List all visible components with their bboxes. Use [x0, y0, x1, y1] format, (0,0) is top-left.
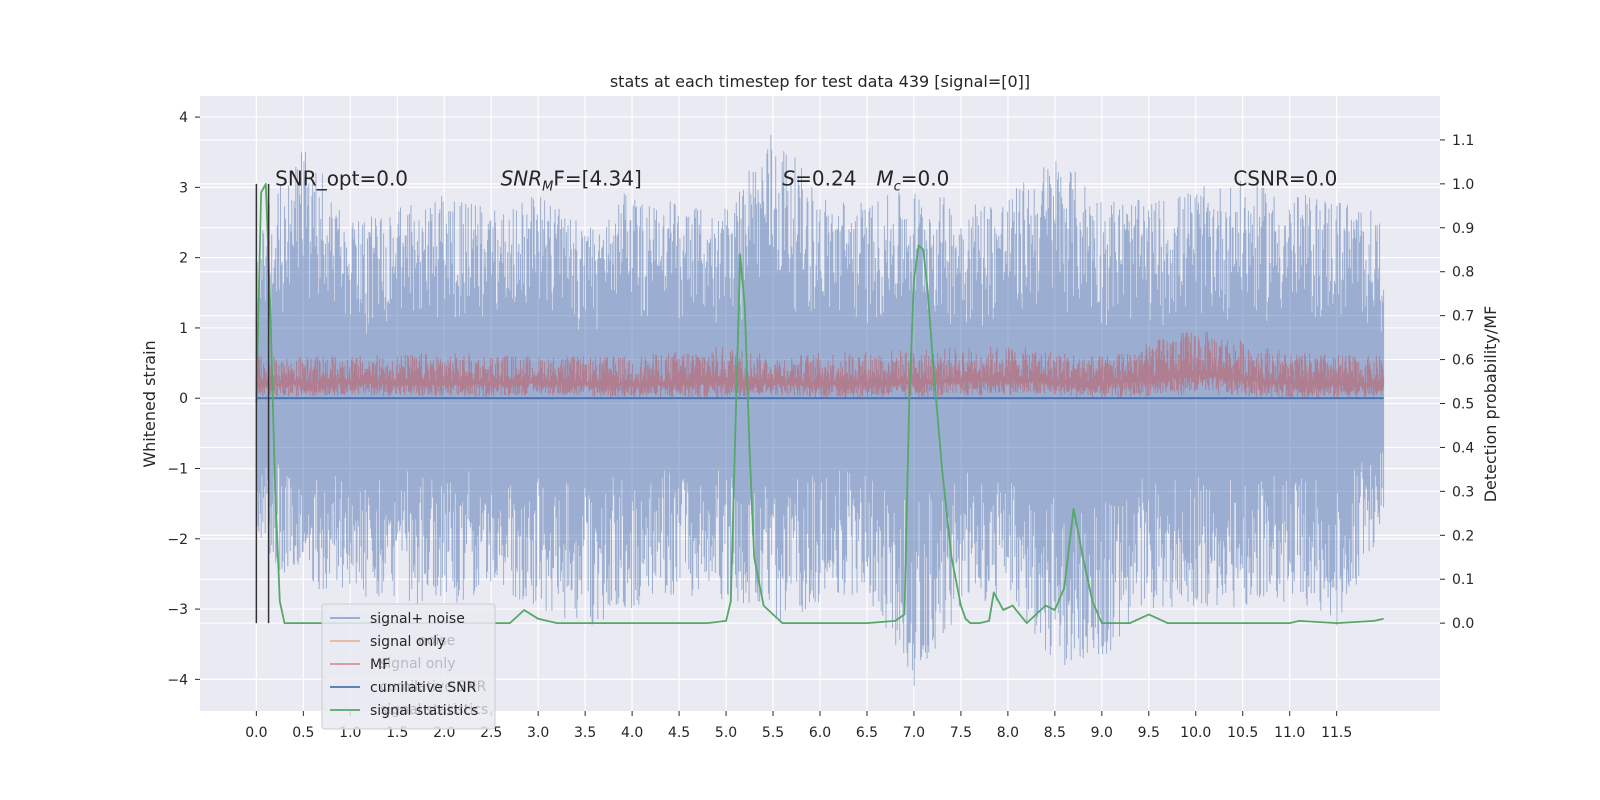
y-tick-label: −2	[167, 532, 188, 548]
annotation: CSNR=0.0	[1233, 166, 1337, 190]
series-line	[255, 183, 1384, 624]
y-tick-label: 4	[179, 110, 188, 126]
x-tick-label: 10.5	[1227, 725, 1258, 741]
x-tick-label: 0.0	[245, 725, 267, 741]
y-tick-label: 2	[179, 251, 188, 267]
legend-ghost-label: noise	[418, 633, 455, 649]
y2-tick-label: 1.0	[1452, 177, 1474, 193]
y2-tick-label: 0.0	[1452, 616, 1474, 632]
y2-tick-label: 0.3	[1452, 484, 1474, 500]
y-tick-label: 1	[179, 321, 188, 337]
legend-label: MF	[370, 657, 390, 673]
legend-ghost-label: signal statistics	[380, 702, 488, 718]
y-tick-label: 3	[179, 180, 188, 196]
x-tick-label: 8.5	[1044, 725, 1066, 741]
y-tick-label: −3	[167, 602, 188, 618]
x-tick-label: 4.0	[621, 725, 643, 741]
x-tick-label: 8.0	[997, 725, 1019, 741]
legend-label: cumilative SNR	[370, 680, 477, 696]
x-tick-label: 6.5	[856, 725, 878, 741]
y2-tick-label: 0.4	[1452, 440, 1474, 456]
legend-ghost-label: cumilative SNR	[380, 679, 487, 695]
x-tick-label: 3.5	[574, 725, 596, 741]
y2-axis-label: Detection probability/MF	[1481, 306, 1500, 503]
x-tick-label: 9.0	[1091, 725, 1113, 741]
x-tick-label: 11.0	[1274, 725, 1305, 741]
y2-tick-label: 0.1	[1452, 572, 1474, 588]
legend-label: signal statistics	[370, 703, 478, 719]
y-tick-label: 0	[179, 391, 188, 407]
series-signal-statistics	[255, 183, 1384, 624]
x-tick-label: 11.5	[1321, 725, 1352, 741]
annotation: S=0.24	[782, 166, 856, 190]
x-tick-label: 3.0	[527, 725, 549, 741]
y2-tick-label: 0.7	[1452, 309, 1474, 325]
legend-label: signal only	[370, 634, 445, 650]
x-tick-label: 5.0	[715, 725, 737, 741]
annotations: SNR_opt=0.0 SNRMF=[4.34] S=0.24 Mc=0.0 CSNR=…	[275, 166, 1337, 194]
y-tick-label: −4	[167, 672, 188, 688]
legend-label: signal+ noise	[370, 611, 465, 627]
legend-box	[321, 603, 496, 730]
y2-tick-label: 1.1	[1452, 133, 1474, 149]
y-tick-label: −1	[167, 462, 188, 478]
y2-tick-label: 0.6	[1452, 353, 1474, 369]
chart-title: stats at each timestep for test data 439…	[610, 72, 1030, 91]
y2-tick-label: 0.8	[1452, 265, 1474, 281]
x-tick-label: 0.5	[292, 725, 314, 741]
annotation: Mc=0.0	[876, 166, 949, 194]
x-tick-label: 7.0	[903, 725, 925, 741]
x-tick-label: 9.5	[1138, 725, 1160, 741]
y2-tick-label: 0.5	[1452, 397, 1474, 413]
x-tick-label: 6.0	[809, 725, 831, 741]
x-tick-label: 5.5	[762, 725, 784, 741]
x-tick-label: 10.0	[1180, 725, 1211, 741]
series-layer	[255, 134, 1385, 686]
y2-tick-label: 0.9	[1452, 221, 1474, 237]
annotation: SNRMF=[4.34]	[501, 166, 642, 194]
x-tick-label: 4.5	[668, 725, 690, 741]
y2-tick-label: 0.2	[1452, 528, 1474, 544]
y-axis-label: Whitened strain	[140, 340, 159, 467]
legend-ghost-label: signal only	[380, 656, 455, 672]
x-tick-label: 7.5	[950, 725, 972, 741]
annotation: SNR_opt=0.0	[275, 166, 408, 190]
